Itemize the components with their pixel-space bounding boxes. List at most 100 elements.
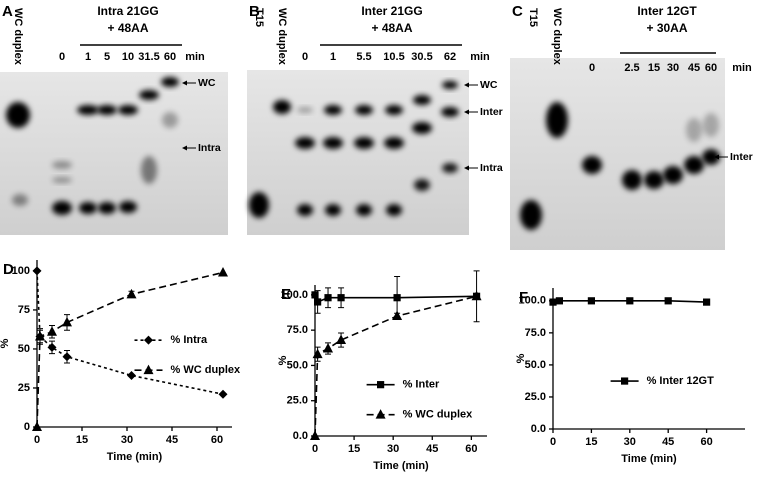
chart: 0 25 50 75 100 0 15 30 45 60 Time (min)% D % Intra % … [0,260,241,463]
chart: 0.0 25.0 50.0 75.0 100.0 0 15 30 45 60 Time (min)%… [277,270,487,472]
band-marker: Inter [730,151,753,163]
data-point [587,297,595,305]
y-tick-label: 25 [18,382,30,394]
band-marker: WC [480,79,498,91]
gel-band [52,177,72,183]
data-point [32,421,42,431]
x-tick-label: 15 [348,443,360,455]
gel-band [297,107,313,113]
lane-number: 15 [648,62,660,74]
gel-band [324,105,342,115]
gel-band [412,122,432,134]
marker-arrowhead [464,109,469,115]
gel-band [622,170,642,190]
gel-band [77,105,99,115]
y-tick-label: 50 [18,343,30,355]
panel-letter: B [249,3,260,20]
data-point [471,290,482,301]
data-point [35,330,45,341]
data-point [127,370,136,380]
lane-number: 30 [667,62,679,74]
gel-band [663,166,683,184]
marker-arrowhead [182,80,187,86]
data-point [62,352,72,362]
lane-number: 31.5 [138,51,159,63]
y-tick-label: 0.0 [531,423,546,435]
x-tick-label: 45 [662,436,674,448]
data-point [62,316,72,327]
legend-marker [621,377,629,385]
y-tick-label: 75 [18,304,30,316]
y-tick-label: 50.0 [287,359,308,371]
gel-band [79,202,97,214]
gel-title: Inter 12GT [637,4,697,18]
x-tick-label: 60 [211,434,223,446]
gel-band [273,100,291,114]
x-tick-label: 0 [550,436,556,448]
gel-band [520,200,542,230]
marker-arrowhead [714,154,719,160]
gel-band [413,95,431,105]
gel-band [356,204,372,216]
data-point [626,297,634,305]
y-tick-label: 0 [24,421,30,433]
y-tick-label: 75.0 [287,324,308,336]
lane-number: 1 [330,51,336,63]
gel-title: Intra 21GG [97,4,158,18]
y-tick-label: 100.0 [518,295,546,307]
data-point [555,297,563,305]
gel-band [644,171,664,189]
gel-band [98,202,116,214]
series-line [36,271,224,428]
data-point [324,294,332,302]
gel-band [139,90,159,100]
lane-number: 60 [164,51,176,63]
gel-band [52,201,72,215]
lane-label: T15 [253,8,265,27]
legend-label: % Inter 12GT [647,375,715,387]
gel-band [6,102,30,128]
chart: 0.0 25.0 50.0 75.0 100.0 0 15 30 45 60 Time (min)%… [515,288,745,465]
gel-band [12,194,28,206]
gel-band [442,81,458,89]
panel-letter: D [3,261,14,278]
gel-band [385,105,403,115]
band-marker: Intra [480,162,503,174]
data-point [311,291,319,299]
lane-number: 2.5 [624,62,639,74]
data-point [549,298,557,306]
series-line [314,295,477,437]
gel-band [384,137,404,149]
data-point [664,297,672,305]
lane-number: 5.5 [356,51,371,63]
gel-band [441,107,459,117]
gel-band [118,105,138,115]
gel-panel: A WC duplex Intra 21GG + 48AA 0 1 5 10 31.5 60 min… [0,3,228,235]
y-tick-label: 100 [12,265,30,277]
series-line [36,270,224,396]
y-axis-label: % [0,338,11,348]
panel-letter: F [519,289,528,306]
x-tick-label: 45 [426,443,438,455]
legend-marker [375,409,386,419]
legend-marker [143,364,154,375]
lane-label: WC duplex [551,8,563,66]
x-tick-label: 60 [700,436,712,448]
gel-title: + 30AA [646,21,687,35]
lane-number: 1 [85,51,91,63]
y-tick-label: 25.0 [287,395,308,407]
data-point [218,389,228,399]
data-point [126,288,137,299]
lane-number: 62 [444,51,456,63]
unit-label: min [732,62,752,74]
gel-title: + 48AA [107,21,148,35]
legend-label: % Inter [403,379,440,391]
x-tick-label: 60 [465,443,477,455]
data-point [218,266,228,277]
gel-band [582,156,602,174]
data-point [336,334,347,345]
x-tick-label: 15 [76,434,88,446]
unit-label: min [185,51,205,63]
gel-band [414,179,430,191]
